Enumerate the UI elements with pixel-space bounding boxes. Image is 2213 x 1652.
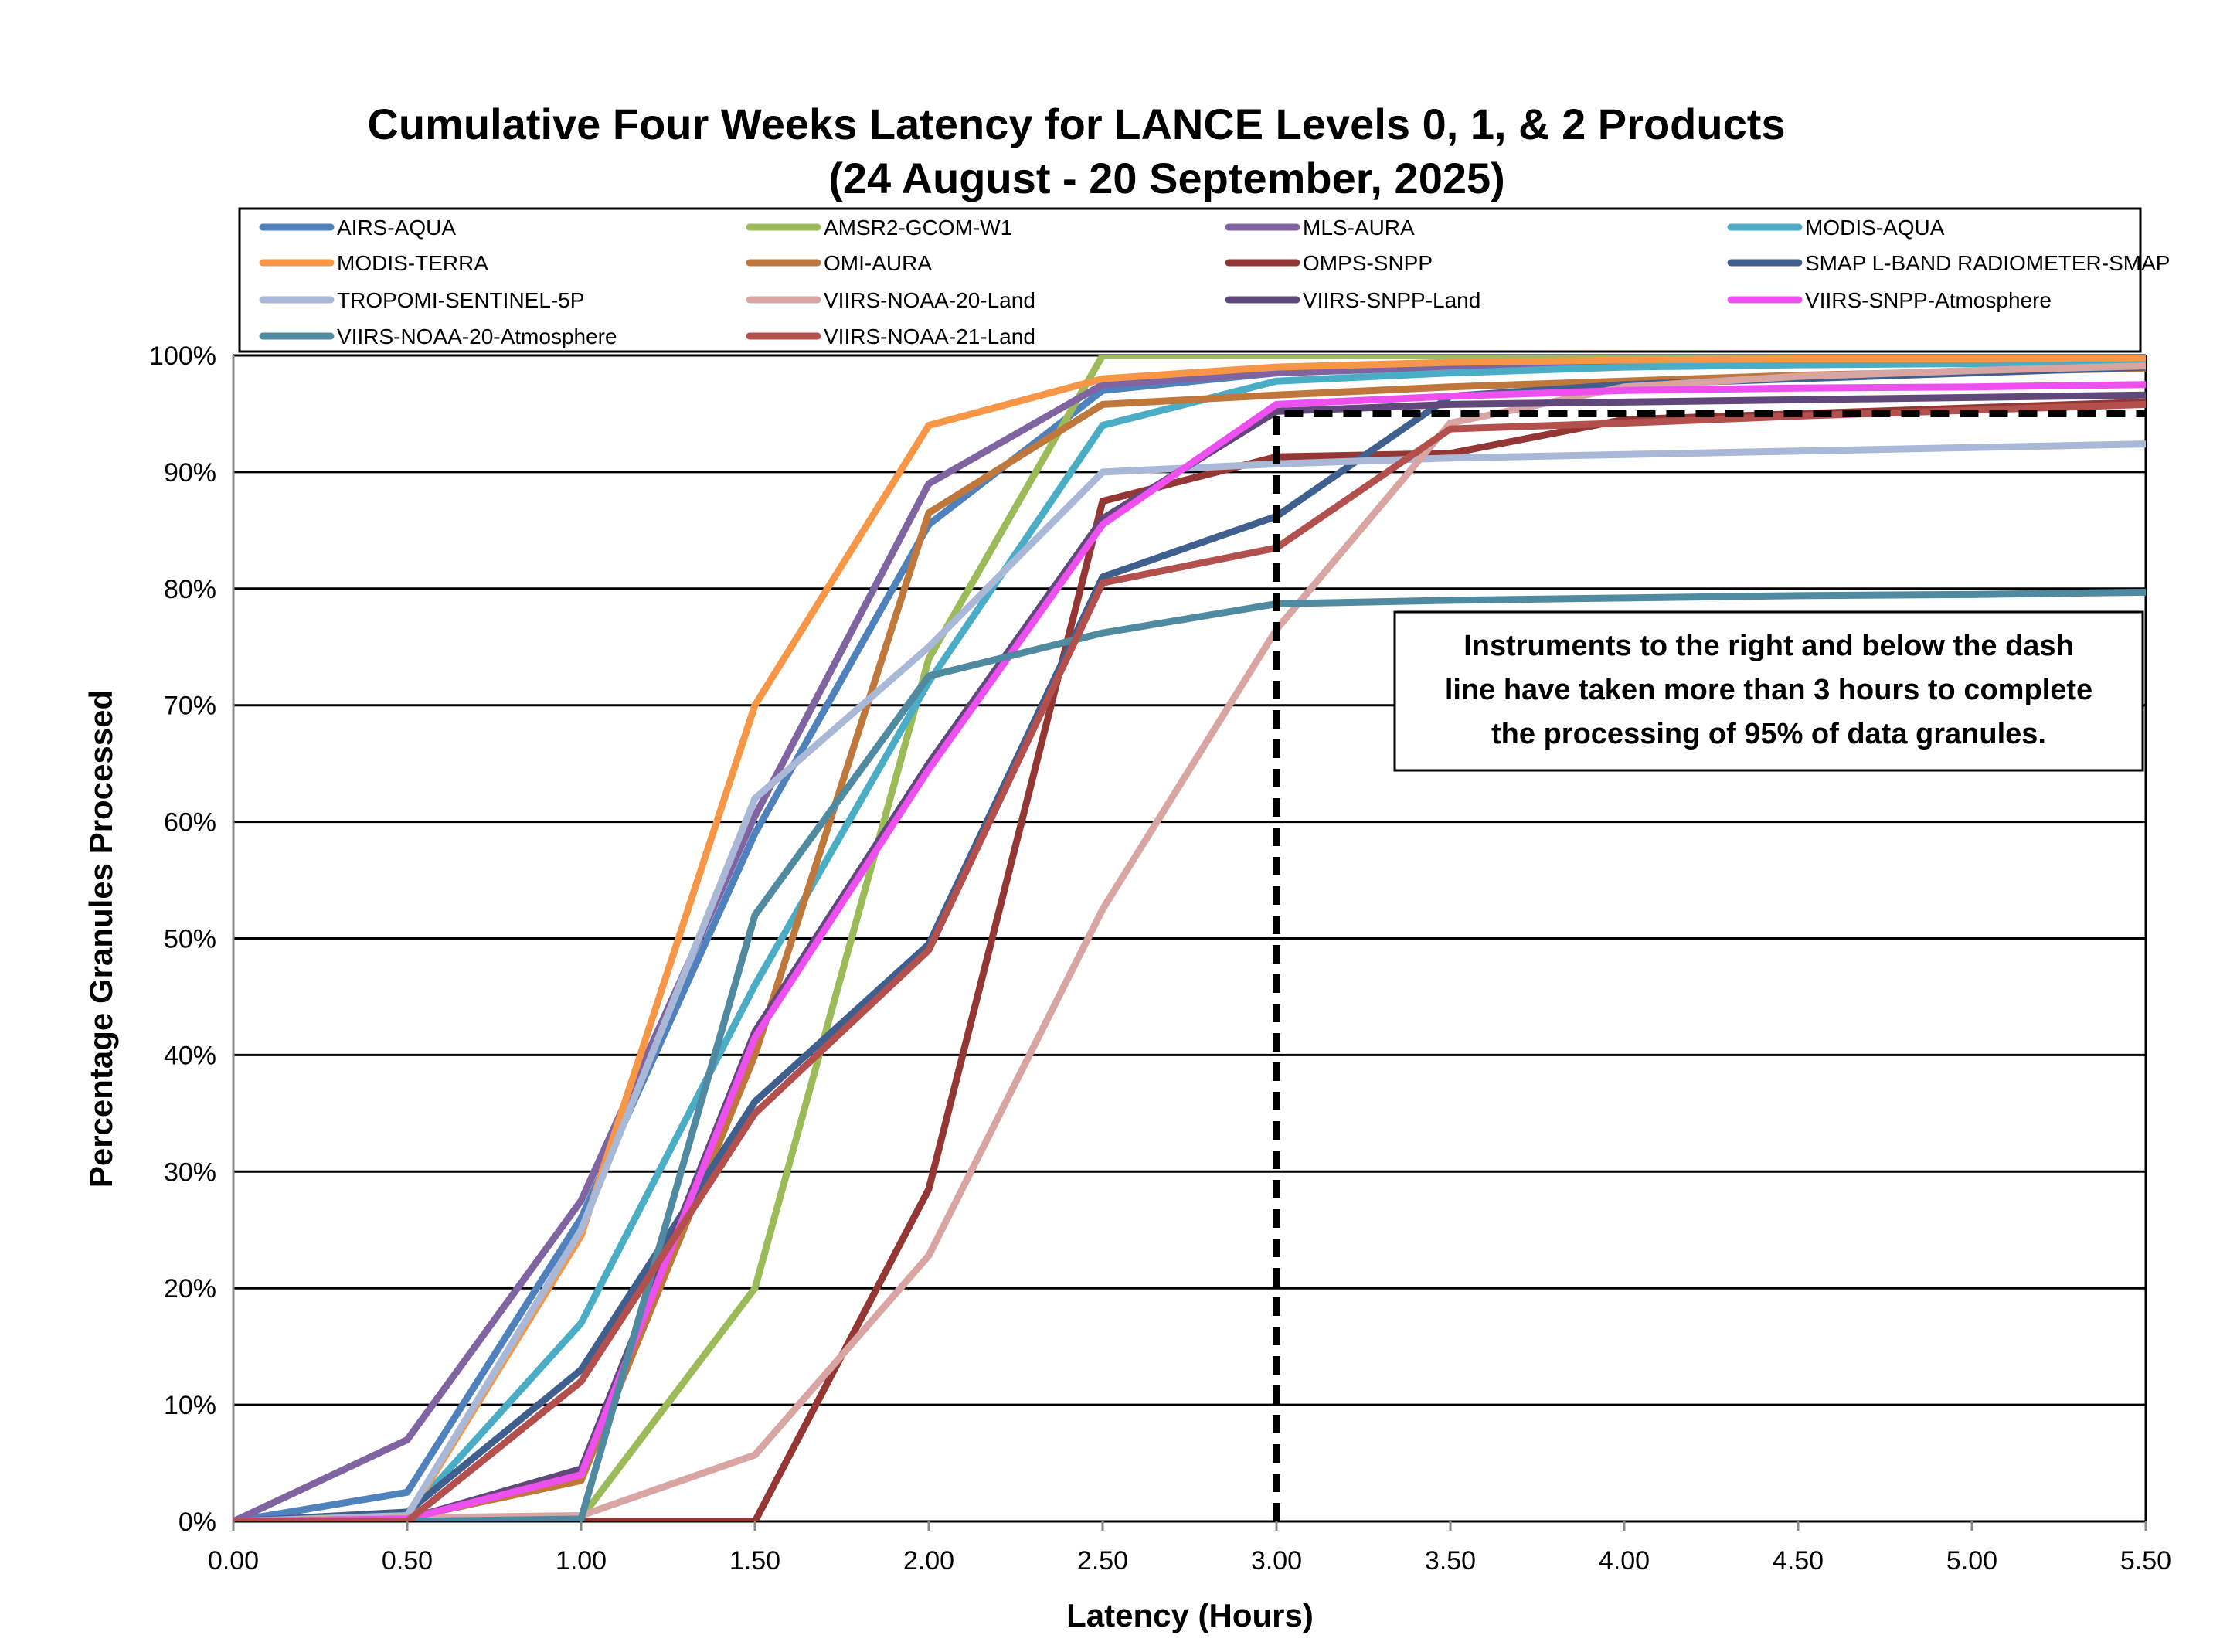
x-tick-label: 1.50 [729, 1546, 780, 1576]
grid [232, 354, 2147, 1531]
x-tick-label: 2.00 [903, 1546, 954, 1576]
legend-label: OMI-AURA [824, 251, 932, 275]
y-tick-label: 70% [164, 692, 216, 721]
x-tick-label: 0.50 [382, 1546, 433, 1576]
threshold-dashed-line [1273, 410, 2146, 1521]
annotation-box: Instruments to the right and below the d… [1393, 610, 2144, 772]
legend: AIRS-AQUA AMSR2-GCOM-W1 MLS-AURA MODIS-AQUA… [259, 216, 2170, 348]
series-line-tropomi-sentinel-5p [233, 440, 2146, 1521]
x-tick-label: 4.50 [1773, 1546, 1824, 1576]
x-tick-label: 1.00 [556, 1546, 607, 1576]
x-tick-label: 3.00 [1251, 1546, 1302, 1576]
y-tick-label: 40% [164, 1041, 216, 1070]
series-line-mls-aura [233, 356, 2146, 1521]
legend-label: VIIRS-NOAA-21-Land [824, 325, 1035, 348]
legend-label: SMAP L-BAND RADIOMETER-SMAP [1805, 251, 2170, 275]
x-axis-label: Latency (Hours) [1066, 1597, 1314, 1633]
tick-labels: 0% 10% 20% 30% 40% 50% 60% 70% 80% 90% 100% 0.00 0.5… [149, 342, 2171, 1576]
series-line-modis-aqua [233, 359, 2146, 1521]
y-tick-label: 100% [149, 342, 216, 371]
threshold-line [1273, 410, 2146, 1521]
y-tick-label: 50% [164, 925, 216, 954]
annotation-line-1: Instruments to the right and below the d… [1463, 630, 2074, 662]
x-tick-label: 3.50 [1425, 1546, 1476, 1576]
y-axis-label: Percentage Granules Processed [83, 690, 119, 1188]
legend-box [238, 207, 2142, 353]
y-tick-label: 0% [178, 1508, 216, 1537]
legend-label: VIIRS-NOAA-20-Atmosphere [337, 325, 617, 348]
annotation-rect [1393, 610, 2144, 772]
y-tick-label: 60% [164, 808, 216, 838]
y-tick-label: 20% [164, 1274, 216, 1304]
series-line-smap-l-band-radiometer-smap [233, 363, 2146, 1521]
series-line-airs-aqua [233, 355, 2146, 1521]
y-tick-label: 10% [164, 1391, 216, 1420]
y-tick-label: 90% [164, 458, 216, 488]
annotation-line-2: line have taken more than 3 hours to com… [1445, 674, 2092, 706]
legend-label: VIIRS-NOAA-20-Land [824, 288, 1035, 312]
legend-label: AMSR2-GCOM-W1 [824, 216, 1012, 240]
legend-label: MODIS-TERRA [337, 251, 488, 275]
x-tick-label: 4.00 [1599, 1546, 1650, 1576]
x-tick-label: 5.50 [2120, 1546, 2171, 1576]
legend-label: TROPOMI-SENTINEL-5P [337, 288, 584, 312]
series-line-viirs-snpp-atmosphere [233, 381, 2146, 1521]
y-tick-label: 80% [164, 575, 216, 604]
series-line-viirs-noaa-21-land [233, 400, 2146, 1521]
chart-subtitle: (24 August - 20 September, 2025) [828, 154, 1505, 202]
legend-label: VIIRS-SNPP-Land [1303, 288, 1480, 312]
chart-title: Cumulative Four Weeks Latency for LANCE … [367, 100, 1785, 148]
legend-label: OMPS-SNPP [1303, 251, 1433, 275]
y-tick-label: 30% [164, 1157, 216, 1187]
series-line-omi-aura [233, 365, 2146, 1521]
series-line-omps-snpp [233, 398, 2146, 1521]
legend-label: AIRS-AQUA [337, 216, 456, 240]
legend-label: VIIRS-SNPP-Atmosphere [1805, 288, 2052, 312]
legend-label: MODIS-AQUA [1805, 216, 1945, 240]
series-line-viirs-noaa-20-atmosphere [233, 588, 2146, 1521]
x-tick-label: 0.00 [208, 1546, 259, 1576]
annotation-line-3: the processing of 95% of data granules. [1491, 718, 2046, 750]
x-tick-label: 2.50 [1077, 1546, 1128, 1576]
series-line-viirs-noaa-20-land [233, 362, 2146, 1521]
x-tick-label: 5.00 [1946, 1546, 1997, 1576]
legend-label: MLS-AURA [1303, 216, 1415, 240]
series-line-modis-terra [233, 355, 2146, 1521]
